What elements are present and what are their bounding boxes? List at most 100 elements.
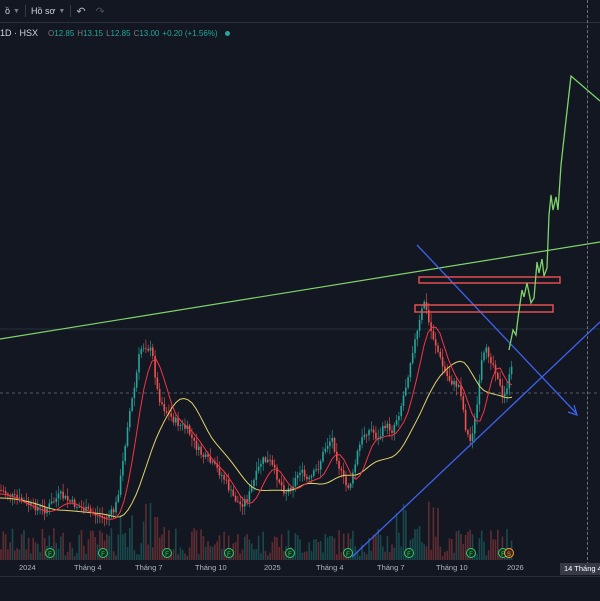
volume-bar [416, 528, 419, 560]
volume-bar [124, 533, 126, 560]
volume-bar [451, 538, 453, 560]
volume-bar [80, 529, 83, 560]
volume-bar [497, 529, 499, 560]
candle-body [122, 460, 124, 476]
volume-bar [361, 544, 363, 560]
volume-bar [145, 503, 147, 560]
candle-body [193, 437, 195, 441]
candle-body [165, 411, 168, 413]
candle-body [218, 467, 221, 476]
candle-body [276, 467, 278, 480]
volume-bar [179, 547, 182, 560]
moving-average-slow [0, 360, 513, 518]
bottom-panel [0, 576, 600, 601]
time-axis-label: Tháng 7 [377, 563, 405, 572]
candle-body [432, 330, 435, 340]
candle-body [405, 387, 407, 396]
candle-body [140, 348, 143, 355]
dividend-marker: F [343, 548, 353, 558]
volume-bar [41, 528, 44, 560]
low-key: L [106, 28, 111, 38]
resistance-zone-upper[interactable] [418, 276, 561, 284]
marker-circle [466, 548, 476, 558]
candle-body [110, 509, 113, 515]
candle-body [156, 377, 159, 389]
time-axis-label: 2026 [507, 563, 524, 572]
candle-body [499, 378, 501, 386]
candle-body [154, 355, 156, 378]
candle-body [315, 469, 317, 471]
candle-body [483, 352, 485, 361]
profile-dropdown[interactable]: Hồ sơ ▼ [26, 0, 70, 22]
toolbar-divider [70, 5, 72, 17]
symbol-legend: 1D · HSX O 12.85 H 13.15 L 12.85 C 13.00… [0, 26, 230, 40]
candle-body [257, 466, 260, 471]
candle-body [221, 475, 223, 476]
candle-body [198, 446, 200, 450]
dividend-marker: F [224, 548, 234, 558]
split-marker: S [504, 548, 514, 558]
marker-circle [504, 548, 514, 558]
candle-body [437, 345, 439, 352]
projection-path[interactable] [508, 74, 600, 351]
candle-body [338, 461, 340, 469]
candle-body [444, 366, 446, 371]
chevron-down-icon: ▼ [13, 7, 20, 15]
candle-body [409, 363, 412, 378]
volume-bar [287, 530, 290, 560]
volume-bar [204, 546, 207, 560]
high-key: H [77, 28, 84, 38]
candle-body [319, 461, 322, 470]
volume-bar [365, 554, 368, 560]
candle-body [248, 491, 251, 502]
volume-bar [119, 515, 122, 560]
volume-bar [386, 536, 389, 560]
candle-body [87, 506, 90, 509]
candle-body [124, 445, 126, 461]
candle-body [131, 398, 133, 411]
toolbar-clipped-item[interactable]: ồ ▼ [0, 0, 25, 22]
candle-body [446, 370, 448, 377]
toolbar-clipped-label: ồ [5, 6, 11, 16]
candlesticks [0, 293, 513, 527]
volume-bar [4, 534, 7, 560]
volume-bar [384, 551, 386, 560]
volume-bar [191, 531, 193, 560]
volume-bar [248, 539, 251, 560]
blue-resistance-arrow[interactable] [416, 244, 577, 414]
candle-body [359, 444, 361, 451]
candle-body [324, 448, 327, 452]
symbol-label[interactable]: 1D · HSX [0, 28, 39, 38]
resistance-zone-lower[interactable] [414, 304, 554, 313]
marker-label: F [227, 552, 231, 558]
undo-icon[interactable]: ↶ [76, 5, 86, 18]
volume-bar [55, 542, 57, 560]
candle-body [55, 498, 57, 502]
marker-label: F [165, 552, 169, 558]
candle-body [267, 459, 269, 463]
volume-bar [423, 544, 425, 560]
volume-bar [202, 536, 205, 560]
volume-bar [331, 536, 333, 560]
volume-bar [352, 530, 354, 560]
redo-icon[interactable]: ↷ [95, 5, 105, 18]
candle-body [253, 479, 255, 487]
candle-body [506, 388, 508, 395]
volume-bar [227, 535, 230, 560]
blue-support-line[interactable] [351, 321, 600, 558]
candle-body [271, 460, 274, 465]
volume-bar [301, 552, 304, 560]
volume-bar [216, 541, 218, 560]
volume-bar [342, 533, 345, 560]
volume-bar [269, 552, 271, 560]
candle-body [283, 485, 285, 494]
volume-bar [161, 534, 163, 560]
volume-bar [434, 536, 437, 560]
volume-bar [239, 553, 241, 560]
volume-bar [117, 534, 120, 560]
time-axis[interactable]: 2024 Tháng 4 Tháng 7 Tháng 10 2025 Tháng… [0, 563, 600, 575]
candle-body [402, 395, 405, 406]
green-trendline[interactable] [0, 241, 600, 340]
volume-bar [317, 541, 320, 560]
